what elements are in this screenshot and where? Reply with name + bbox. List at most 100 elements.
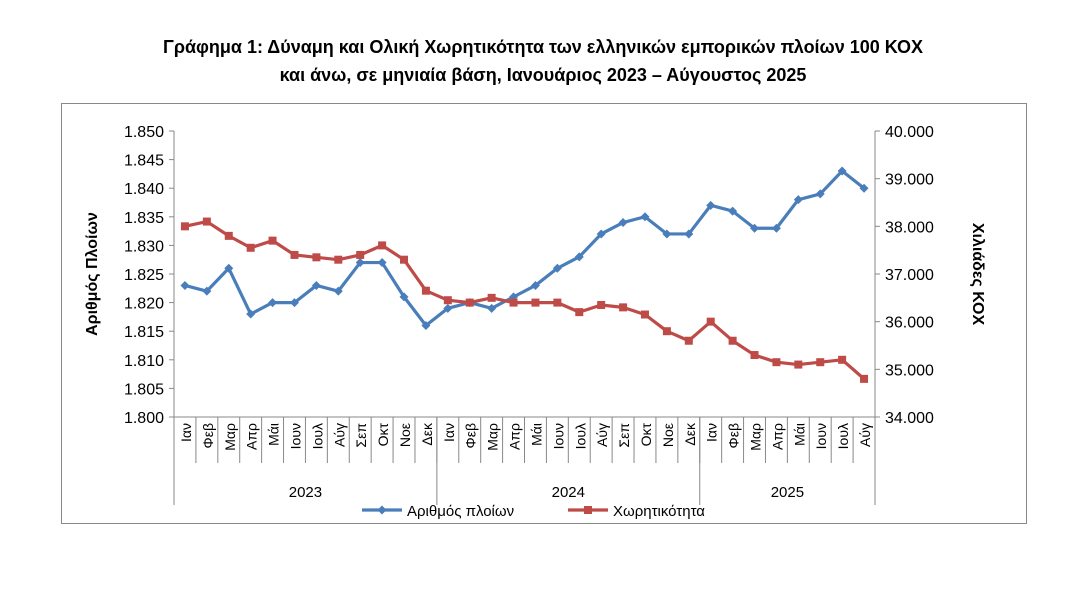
x-tick-label: Ιουν	[550, 423, 566, 449]
y-left-tick-label: 1.805	[124, 381, 164, 398]
series-2-point	[421, 286, 430, 295]
series-1-point	[640, 212, 650, 222]
series-1-point	[355, 258, 365, 268]
x-tick-label: Νοε	[660, 423, 676, 447]
series-line-1	[184, 169, 866, 328]
x-tick-label: Αύγ	[594, 423, 610, 447]
series-2-point	[860, 374, 869, 383]
series-2-point	[268, 236, 277, 245]
series-2-point	[356, 250, 365, 259]
series-1-point	[421, 320, 431, 330]
legend-marker-1	[377, 505, 387, 515]
series-2-point	[684, 336, 693, 345]
series-1-point	[289, 298, 299, 308]
legend-marker-2	[584, 506, 592, 514]
y-left-tick-label: 1.840	[124, 181, 164, 198]
x-tick-label: Αύγ	[331, 423, 347, 447]
x-tick-label: Οκτ	[375, 423, 391, 447]
group-label-2024: 2024	[552, 484, 585, 501]
series-2-point	[794, 360, 803, 369]
series-2-point	[553, 298, 562, 307]
series-1-point	[246, 309, 256, 319]
series-1-point	[311, 280, 321, 290]
group-label-2025: 2025	[771, 484, 804, 501]
series-1-point	[574, 252, 584, 262]
x-tick-label: Ιαν	[178, 423, 194, 442]
series-1-point	[530, 280, 540, 290]
x-tick-label: Μάι	[528, 423, 544, 446]
series-1-point	[793, 195, 803, 205]
y-left-tick-label: 1.850	[124, 124, 164, 141]
y-right-tick-label: 39.000	[885, 172, 934, 189]
y-right-tick-label: 37.000	[885, 267, 934, 284]
series-1-point	[815, 189, 825, 199]
y-left-tick-label: 1.835	[124, 210, 164, 227]
series-2-point	[290, 250, 299, 259]
series-2-point	[772, 358, 781, 367]
series-1-point	[750, 223, 760, 233]
series-1-point	[180, 280, 190, 290]
series-1-point	[443, 303, 453, 313]
x-tick-label: Φεβ	[200, 423, 216, 448]
series-1-point	[377, 258, 387, 268]
y-left-tick-label: 1.800	[124, 410, 164, 427]
x-tick-label: Ιαν	[704, 423, 720, 442]
series-1-point	[552, 263, 562, 273]
series-1-point	[771, 223, 781, 233]
y-left-tick-label: 1.815	[124, 324, 164, 341]
group-label-2023: 2023	[289, 484, 322, 501]
series-1-point	[728, 206, 738, 216]
y-right-tick-label: 35.000	[885, 362, 934, 379]
series-2-point	[816, 358, 825, 367]
series-2-point	[465, 298, 474, 307]
series-2-point	[312, 253, 321, 262]
x-tick-label: Ιουλ	[572, 423, 588, 449]
x-tick-label: Μάι	[791, 423, 807, 446]
series-2-point	[662, 327, 671, 336]
series-2-point	[180, 222, 189, 231]
series-2-point	[487, 293, 496, 302]
series-2-point	[575, 308, 584, 317]
series-2-point	[246, 243, 255, 252]
x-tick-label: Απρ	[769, 423, 785, 450]
legend: Αριθμός πλοίων Χωρητικότητα	[362, 503, 705, 520]
series-1-point	[202, 286, 212, 296]
series-2-point	[202, 217, 211, 226]
series-2-point	[619, 303, 628, 312]
x-tick-label: Ιουλ	[835, 423, 851, 449]
x-tick-label: Δεκ	[419, 422, 435, 446]
series-1-point	[618, 218, 628, 228]
series-2-point	[838, 355, 847, 364]
series-2-point	[750, 351, 759, 360]
series-2-point	[224, 231, 233, 240]
series-2-point	[443, 296, 452, 305]
axes-layer: 1.800 1.805 1.810 1.815 1.820 1.825 1.830 1.835…	[84, 124, 986, 505]
x-tick-label: Σεπ	[353, 423, 369, 448]
x-tick-label: Σεπ	[616, 423, 632, 448]
chart-frame	[61, 103, 1027, 524]
series-1-point	[268, 298, 278, 308]
x-tick-label: Φεβ	[463, 423, 479, 448]
x-tick-label: Απρ	[507, 423, 523, 450]
y-right-tick-label: 36.000	[885, 315, 934, 332]
chart-title-line-2: και άνω, σε μηνιαία βάση, Ιανουάριος 202…	[279, 65, 807, 85]
series-2-point	[706, 317, 715, 326]
series-2-point	[728, 336, 737, 345]
series-1-point	[399, 292, 409, 302]
series-1-point	[487, 303, 497, 313]
x-tick-label: Ιαν	[441, 423, 457, 442]
y-left-tick-label: 1.825	[124, 267, 164, 284]
y-right-tick-label: 34.000	[885, 410, 934, 427]
y-right-tick-label: 38.000	[885, 219, 934, 236]
legend-label-2: Χωρητικότητα	[613, 503, 705, 520]
series-2-point	[640, 310, 649, 319]
series-2-point	[334, 255, 343, 264]
series-1-point	[596, 229, 606, 239]
y-right-tick-label: 40.000	[885, 124, 934, 141]
x-tick-label: Απρ	[244, 423, 260, 450]
series-1-point	[706, 200, 716, 210]
series-2-point	[400, 255, 409, 264]
legend-label-1: Αριθμός πλοίων	[407, 503, 514, 520]
y-right-axis-title: Χιλιάδες ΚΟΧ	[969, 223, 986, 326]
